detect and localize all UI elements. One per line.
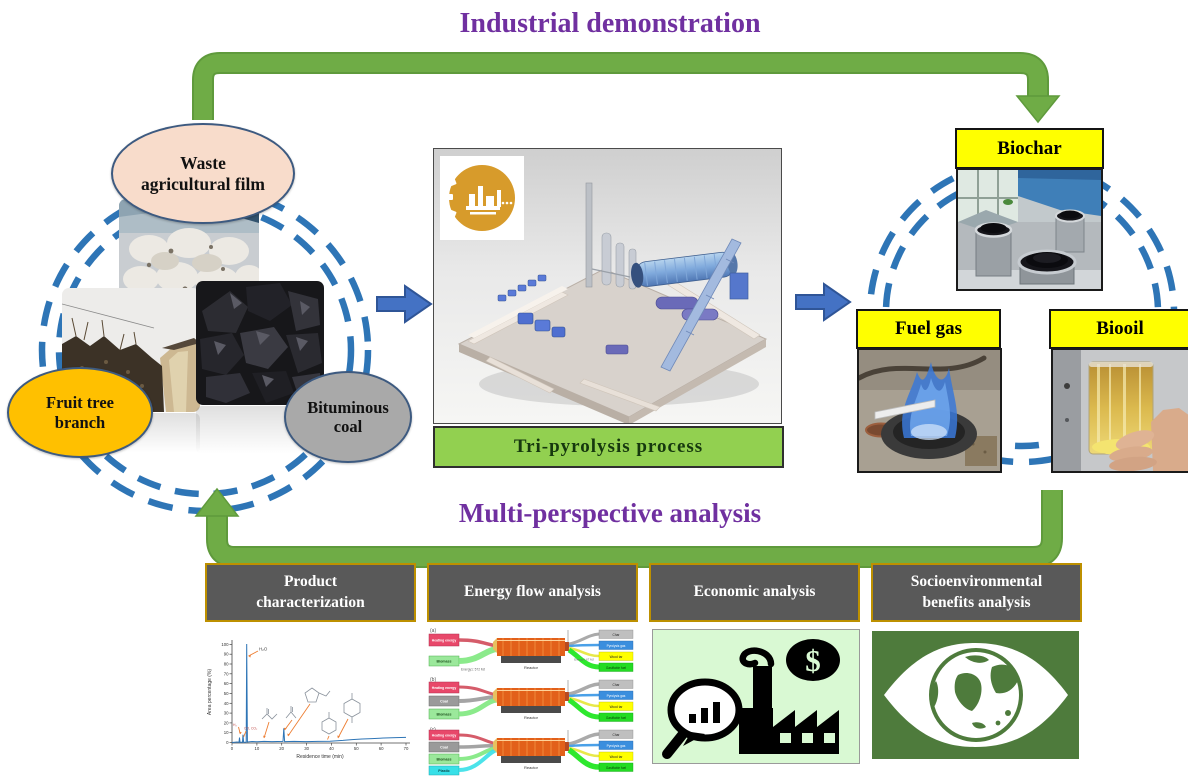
annotation-h2: H₂	[233, 723, 237, 727]
svg-text:0: 0	[231, 746, 234, 751]
chromatogram-trace	[231, 643, 407, 743]
tri-pyrolysis-process-label: Tri-pyrolysis process	[433, 426, 784, 468]
svg-text:0: 0	[226, 740, 229, 745]
energy-flow-sankey: (a) Heating energy Biomass Energy1: 572 …	[427, 625, 635, 776]
x-axis-label: Residence time (min)	[296, 754, 344, 760]
svg-text:Wood tar: Wood tar	[610, 655, 624, 659]
svg-text:Biomass: Biomass	[437, 758, 452, 762]
socioenvironmental-graphic	[872, 631, 1079, 759]
svg-text:Reactor: Reactor	[524, 715, 539, 720]
svg-text:Wood tar: Wood tar	[610, 705, 624, 709]
chemical-structure-icons	[261, 687, 361, 735]
svg-text:10: 10	[224, 730, 229, 735]
svg-text:70: 70	[404, 746, 409, 751]
chromatogram-chart: 0 10 20 30 40 50 60 70 80 90 100 0	[202, 626, 418, 776]
svg-text:(a): (a)	[430, 628, 436, 634]
svg-text:50: 50	[354, 746, 359, 751]
biochar-label: Biochar	[955, 128, 1104, 169]
feed-to-process-arrow-icon	[376, 284, 433, 324]
factory-gear-logo-icon	[440, 156, 524, 240]
svg-text:Reactor: Reactor	[524, 765, 539, 770]
fuel-gas-photo	[857, 348, 1002, 473]
svg-text:Reactor: Reactor	[524, 665, 539, 670]
svg-text:90: 90	[224, 652, 229, 657]
fruit-branch-label: Fruit tree branch	[7, 367, 153, 458]
process-to-products-arrow-icon	[795, 282, 852, 322]
panel-header-socioenvironmental: Socioenvironmental benefits analysis	[871, 563, 1082, 622]
waste-film-label: Waste agricultural film	[111, 123, 295, 224]
panel-header-economic: Economic analysis	[649, 563, 860, 622]
svg-text:Coal: Coal	[440, 746, 448, 750]
svg-text:40: 40	[329, 746, 334, 751]
svg-text:Gasifiable fuel: Gasifiable fuel	[606, 716, 626, 720]
svg-text:Heating energy: Heating energy	[432, 686, 457, 690]
svg-text:Coal: Coal	[440, 700, 448, 704]
svg-text:70: 70	[224, 671, 229, 676]
svg-text:10: 10	[255, 746, 260, 751]
factory-icon	[739, 666, 839, 754]
biooil-label: Biooil	[1049, 309, 1188, 349]
svg-text:Plastic: Plastic	[438, 769, 450, 773]
svg-text:40: 40	[224, 701, 229, 706]
svg-text:(b): (b)	[430, 677, 436, 683]
svg-text:Wood tar: Wood tar	[610, 755, 624, 759]
svg-text:Biomass: Biomass	[437, 713, 452, 717]
fuel-gas-label: Fuel gas	[856, 309, 1001, 349]
bituminous-coal-label: Bituminous coal	[284, 371, 412, 463]
industrial-demonstration-title: Industrial demonstration	[459, 8, 761, 39]
svg-text:Char: Char	[613, 633, 621, 637]
biooil-photo	[1051, 348, 1188, 473]
svg-text:Gasifiable fuel: Gasifiable fuel	[606, 666, 626, 670]
svg-text:Char: Char	[613, 733, 621, 737]
svg-text:Pyrolysis gas: Pyrolysis gas	[607, 644, 626, 648]
svg-text:Pyrolysis gas: Pyrolysis gas	[607, 694, 626, 698]
magnifier-bar-chart-icon	[662, 678, 743, 759]
smoke-icon	[739, 647, 775, 668]
svg-text:60: 60	[224, 681, 229, 686]
panel-header-energy-flow: Energy flow analysis	[427, 563, 638, 622]
svg-text:80: 80	[224, 662, 229, 667]
annotation-h2o: H₂O	[259, 647, 268, 652]
svg-text:60: 60	[379, 746, 384, 751]
svg-text:Gasifiable fuel: Gasifiable fuel	[606, 766, 626, 770]
svg-text:Pyrolysis gas: Pyrolysis gas	[607, 744, 626, 748]
svg-text:30: 30	[224, 711, 229, 716]
bituminous-coal-photo	[196, 281, 324, 405]
svg-text:50: 50	[224, 691, 229, 696]
svg-text:30: 30	[304, 746, 309, 751]
economic-analysis-graphic: $	[652, 629, 860, 764]
biochar-photo	[956, 168, 1103, 291]
svg-text:Heating energy: Heating energy	[432, 734, 457, 738]
svg-text:Energy1: 572 MJ: Energy1: 572 MJ	[461, 668, 486, 672]
svg-text:Heating energy: Heating energy	[432, 639, 457, 643]
dollar-icon: $	[786, 639, 840, 681]
eye-globe-icon	[884, 643, 1068, 747]
svg-text:Energy4: 67 MJ: Energy4: 67 MJ	[574, 658, 594, 662]
svg-text:20: 20	[224, 720, 229, 725]
y-axis-label: Area percentage (%)	[207, 669, 213, 715]
svg-text:100: 100	[221, 642, 229, 647]
svg-text:20: 20	[279, 746, 284, 751]
bottom-green-arrow-icon	[194, 487, 1063, 568]
multi-perspective-analysis-title: Multi-perspective analysis	[458, 498, 762, 528]
annotation-co-co2: CO, CO₂	[244, 727, 258, 731]
svg-text:Biomass: Biomass	[437, 660, 452, 664]
svg-text:$: $	[805, 643, 821, 678]
panel-header-product-characterization: Product characterization	[205, 563, 416, 622]
svg-text:Char: Char	[613, 683, 621, 687]
top-green-arrow-icon	[192, 52, 1061, 124]
